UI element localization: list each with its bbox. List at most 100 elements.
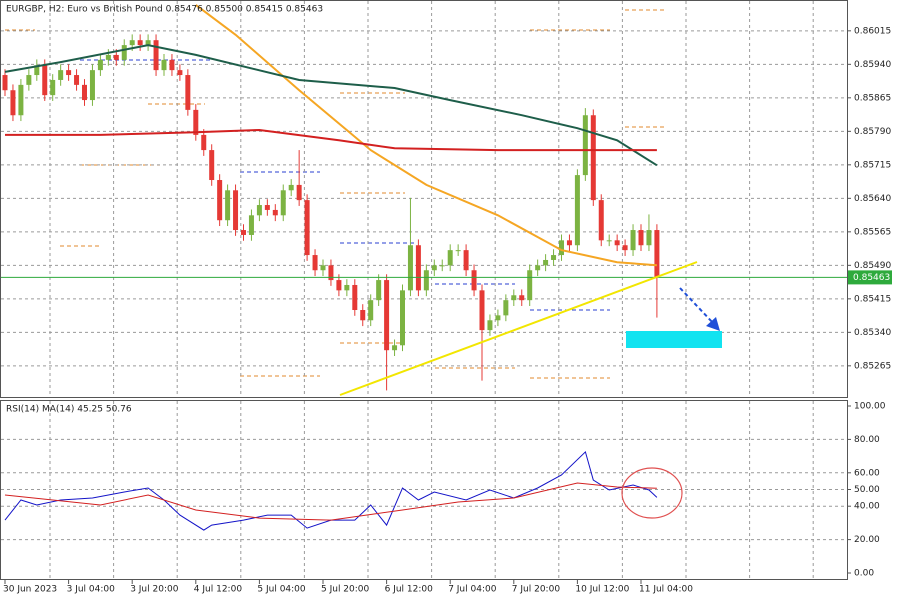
candle-body	[606, 240, 612, 242]
candle-body	[256, 205, 262, 216]
candle-body	[209, 150, 215, 181]
candle-body	[201, 134, 207, 151]
candle-body	[455, 250, 461, 252]
candle-body	[66, 70, 72, 76]
candle-body	[471, 270, 477, 291]
candle-body	[487, 320, 493, 331]
candle-body	[10, 90, 16, 116]
y-tick-label: 0.85265	[854, 361, 891, 371]
candle-body	[614, 240, 620, 246]
y-tick-label: 0.85490	[854, 261, 891, 271]
x-tick-label: 11 Jul 04:00	[639, 585, 693, 595]
candle-body	[646, 230, 652, 246]
rsi-y-tick-label: 60.00	[854, 468, 880, 478]
candle-body	[105, 54, 111, 60]
candle-body	[622, 245, 628, 251]
candle-body	[654, 230, 660, 278]
rsi-line	[4, 482, 657, 521]
rsi-line	[4, 450, 658, 531]
candle-body	[598, 200, 604, 241]
y-tick-label: 0.85565	[854, 227, 891, 237]
x-tick-label: 7 Jul 04:00	[448, 585, 497, 595]
x-tick-label: 5 Jul 20:00	[321, 585, 370, 595]
candle-body	[384, 280, 390, 351]
candle-body	[407, 245, 413, 291]
candle-body	[503, 300, 509, 316]
rsi-y-tick-label: 80.00	[854, 435, 880, 445]
rsi-y-tick-label: 0.00	[854, 569, 874, 579]
candle-body	[320, 265, 326, 271]
candle-body	[296, 184, 302, 201]
y-tick-label: 0.86015	[854, 26, 891, 36]
candle-body	[304, 200, 310, 256]
candle-body	[582, 115, 588, 176]
candle-body	[519, 295, 525, 301]
candle-body	[638, 230, 644, 246]
candle-body	[217, 180, 223, 221]
candle-body	[97, 59, 103, 71]
candle-body	[447, 250, 453, 266]
candle-body	[264, 205, 270, 210]
candle-body	[161, 59, 167, 71]
candle-body	[495, 315, 501, 321]
candle-body	[153, 40, 159, 71]
y-tick-label: 0.85640	[854, 194, 891, 204]
trendline	[339, 261, 698, 396]
arrow	[679, 287, 715, 325]
candle-body	[566, 240, 572, 246]
moving-average	[5, 128, 657, 152]
candle-body	[169, 59, 175, 71]
candle-body	[272, 209, 278, 216]
candle-body	[233, 190, 239, 231]
candle-body	[89, 70, 95, 101]
rsi-y-tick-label: 50.00	[854, 485, 880, 495]
levels	[5, 9, 665, 379]
candle-body	[479, 290, 485, 331]
candle-body	[463, 250, 469, 271]
candle-body	[50, 79, 56, 96]
candle-body	[423, 270, 429, 291]
candle-body	[368, 300, 374, 321]
y-tick-label: 0.85415	[854, 294, 891, 304]
candle-body	[360, 310, 366, 321]
y-tick-label: 0.85865	[854, 93, 891, 103]
y-tick-label: 0.85715	[854, 160, 891, 170]
x-tick-label: 4 Jul 12:00	[194, 585, 243, 595]
candle-body	[400, 290, 405, 346]
candle-body	[535, 265, 541, 271]
candle-body	[58, 70, 64, 80]
candle-body	[121, 45, 127, 60]
candle-body	[288, 184, 294, 191]
target-zone	[626, 331, 722, 348]
rsi-y-tick-label: 20.00	[854, 535, 880, 545]
candle-body	[248, 215, 254, 235]
candle-body	[527, 270, 533, 301]
candle-body	[511, 295, 517, 301]
candle-body	[344, 284, 350, 291]
current-price-label: 0.85463	[853, 273, 890, 283]
candle-body	[376, 280, 382, 301]
x-tick-label: 7 Jul 20:00	[512, 585, 561, 595]
chart-title: EURGBP, H2: Euro vs British Pound 0.8547…	[6, 5, 323, 15]
candle-body	[74, 75, 80, 85]
candle-body	[241, 230, 246, 235]
candle-body	[137, 40, 143, 46]
candle-body	[559, 240, 564, 256]
candle-body	[82, 84, 87, 101]
candle-body	[543, 259, 549, 266]
candle-body	[392, 345, 398, 351]
moving-average	[195, 4, 657, 267]
candle-body	[42, 65, 48, 96]
candle-body	[415, 245, 421, 291]
rsi-y-tick-label: 100.00	[854, 402, 886, 412]
candle-body	[336, 280, 342, 291]
highlight-circle	[621, 467, 683, 519]
x-tick-label: 3 Jul 20:00	[130, 585, 179, 595]
candle-body	[225, 190, 231, 221]
x-tick-label: 10 Jul 12:00	[575, 585, 629, 595]
candle-body	[352, 284, 358, 311]
candle-body	[590, 115, 596, 201]
candle-body	[129, 40, 135, 46]
